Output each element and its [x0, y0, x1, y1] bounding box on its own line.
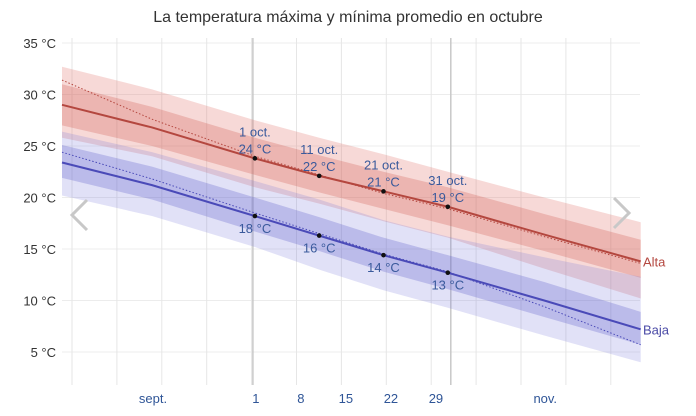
y-tick-label: 30 °C: [23, 88, 56, 103]
annotation-low: 16 °C: [303, 241, 336, 256]
annotation-date: 1 oct.: [239, 124, 271, 139]
annotation-high: 19 °C: [431, 190, 464, 205]
series-line-baja: [61, 161, 641, 331]
high-point: [381, 189, 386, 194]
dotted-line-alta: [61, 79, 641, 264]
high-point: [316, 173, 322, 179]
low-point: [252, 213, 258, 219]
x-tick-label: 15: [339, 391, 353, 406]
series-label-baja: Baja: [643, 322, 670, 337]
chevron-right-icon[interactable]: [612, 196, 632, 230]
series-line-alta: [61, 103, 641, 263]
y-tick-label: 5 °C: [31, 345, 56, 360]
annotation-high: 22 °C: [303, 159, 336, 174]
y-tick-label: 35 °C: [23, 36, 56, 51]
y-tick-label: 15 °C: [23, 242, 56, 257]
band-outer-alta: [62, 66, 641, 299]
y-tick-label: 25 °C: [23, 139, 56, 154]
annotation-low: 13 °C: [431, 278, 464, 293]
x-tick-label: 1: [252, 391, 259, 406]
high-point: [445, 204, 451, 210]
low-point: [381, 252, 386, 258]
chevron-left-icon[interactable]: [69, 198, 89, 232]
x-tick-label: 29: [429, 391, 443, 406]
annotation-low: 18 °C: [239, 221, 272, 236]
annotation-high: 21 °C: [367, 174, 400, 189]
annotation-high: 24 °C: [239, 141, 272, 156]
band-inner-alta: [62, 84, 641, 278]
series-label-alta: Alta: [643, 254, 666, 269]
low-point: [316, 233, 322, 238]
x-tick-label: 22: [384, 391, 398, 406]
annotation-date: 31 oct.: [428, 173, 467, 188]
low-point: [445, 270, 451, 275]
band-outer-baja: [62, 131, 641, 363]
x-tick-label: nov.: [533, 391, 557, 406]
y-tick-label: 20 °C: [23, 191, 56, 206]
y-tick-label: 10 °C: [23, 294, 56, 309]
annotation-low: 14 °C: [367, 260, 400, 275]
chart-title: La temperatura máxima y mínima promedio …: [153, 9, 543, 26]
x-tick-label: 8: [297, 391, 304, 406]
annotation-date: 11 oct.: [300, 142, 338, 157]
annotation-date: 21 oct.: [364, 157, 403, 172]
x-tick-label: sept.: [139, 391, 167, 406]
high-point: [252, 156, 258, 161]
